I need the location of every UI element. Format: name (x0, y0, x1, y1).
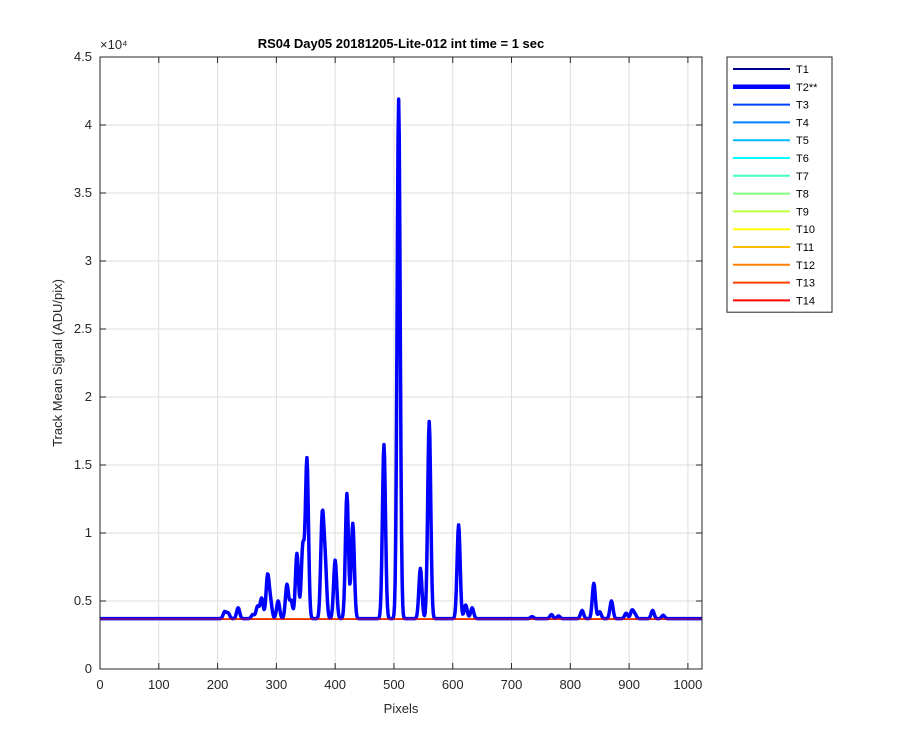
legend-label: T14 (796, 295, 815, 307)
x-tick-label: 1000 (673, 677, 702, 692)
y-axis-label: Track Mean Signal (ADU/pix) (50, 279, 65, 447)
y-tick-label: 0 (85, 661, 92, 676)
chart-title: RS04 Day05 20181205-Lite-012 int time = … (258, 36, 545, 51)
y-tick-label: 4.5 (74, 49, 92, 64)
x-tick-label: 300 (266, 677, 288, 692)
legend-label: T13 (796, 278, 815, 290)
legend-label: T6 (796, 153, 809, 165)
x-tick-label: 600 (442, 677, 464, 692)
legend-label: T1 (796, 64, 809, 76)
y-tick-label: 0.5 (74, 593, 92, 608)
x-tick-label: 800 (559, 677, 581, 692)
legend: T1 T2** T3 T4 T5 T6 T7 T8 T9 T10 T11 T12 T13 T14 (726, 56, 833, 313)
legend-label: T11 (796, 242, 814, 254)
plot-frame (99, 56, 703, 670)
legend-label: T7 (796, 171, 809, 183)
legend-label: T9 (796, 206, 809, 218)
y-tick-label: 3.5 (74, 185, 92, 200)
y-tick-label: 3 (85, 253, 92, 268)
axis-ticks: 0 100 200 300 400 500 600 700 800 900 1000 0 0.5 1 1.5… (74, 49, 702, 692)
x-tick-label: 200 (207, 677, 229, 692)
legend-label: T12 (796, 260, 815, 272)
y-tick-label: 2 (85, 389, 92, 404)
x-axis-label: Pixels (384, 701, 419, 716)
y-tick-label: 2.5 (74, 321, 92, 336)
x-tick-label: 400 (324, 677, 346, 692)
legend-label: T3 (796, 100, 809, 112)
series-layer (98, 97, 704, 621)
legend-label: T10 (796, 224, 815, 236)
y-tick-label: 1.5 (74, 457, 92, 472)
x-tick-label: 900 (618, 677, 640, 692)
y-tick-label: 4 (85, 117, 92, 132)
x-tick-label: 700 (501, 677, 523, 692)
legend-label: T5 (796, 135, 809, 147)
x-tick-label: 0 (96, 677, 103, 692)
x-tick-label: 500 (383, 677, 405, 692)
legend-label: T2** (796, 82, 818, 94)
legend-label: T8 (796, 189, 809, 201)
y-tick-label: 1 (85, 525, 92, 540)
legend-box (726, 56, 833, 313)
legend-label: T4 (796, 117, 809, 129)
y-exponent-label: ×10⁴ (100, 37, 128, 52)
x-tick-label: 100 (148, 677, 170, 692)
